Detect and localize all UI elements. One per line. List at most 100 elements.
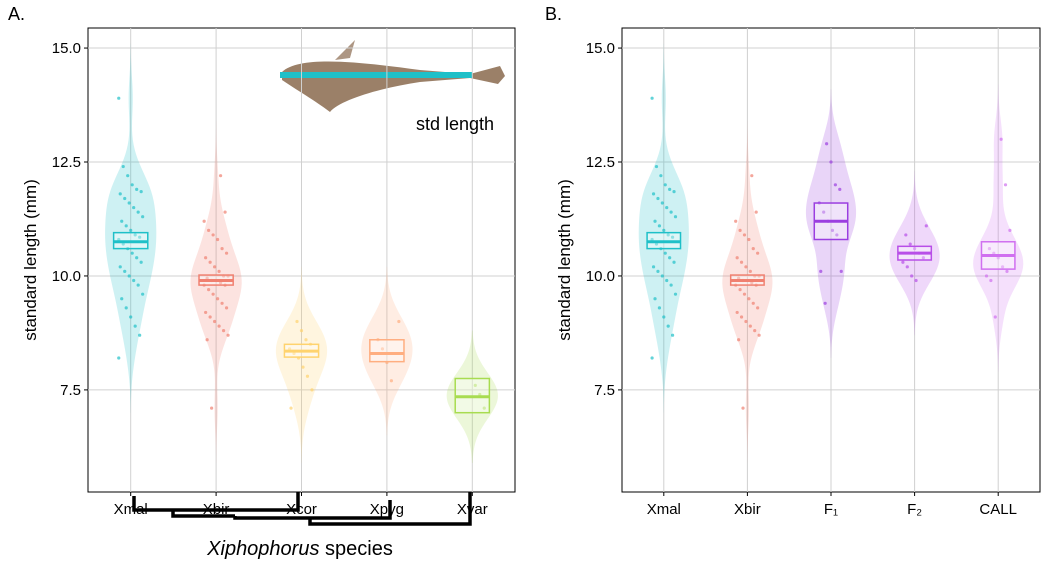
y-tick-label: 15.0	[586, 40, 615, 57]
data-point	[1000, 265, 1005, 269]
data-point	[659, 174, 663, 178]
data-point	[204, 310, 208, 315]
data-point	[213, 319, 217, 324]
data-point	[651, 265, 656, 269]
y-tick-label: 15.0	[52, 40, 81, 57]
data-point	[213, 265, 217, 269]
data-point	[289, 406, 293, 410]
data-point	[117, 96, 121, 100]
data-point	[205, 338, 209, 342]
data-point	[741, 406, 745, 410]
data-point	[654, 164, 659, 169]
data-point	[127, 274, 131, 278]
data-point	[132, 205, 136, 210]
data-point	[118, 192, 122, 196]
y-tick-label: 7.5	[60, 382, 81, 399]
data-point	[668, 187, 672, 191]
data-point	[127, 201, 131, 205]
data-point	[215, 237, 220, 242]
data-point	[822, 210, 826, 214]
data-point	[305, 374, 310, 378]
data-point	[217, 269, 221, 273]
data-point	[744, 319, 748, 324]
violin	[722, 120, 773, 463]
data-point	[380, 347, 385, 351]
y-tick-label: 12.5	[52, 154, 81, 171]
data-point	[838, 187, 842, 191]
data-point	[656, 196, 660, 201]
tree-branch	[233, 500, 392, 520]
data-point	[748, 269, 752, 273]
data-point	[139, 260, 143, 264]
tree-branch	[132, 492, 300, 512]
data-point	[118, 265, 122, 269]
data-point	[735, 256, 739, 260]
data-point	[657, 224, 662, 228]
data-point	[748, 324, 752, 328]
data-point	[208, 260, 212, 264]
data-point	[223, 210, 227, 214]
data-point	[650, 356, 654, 360]
y-tick-label: 12.5	[586, 154, 615, 171]
data-point	[310, 388, 314, 392]
data-point	[129, 228, 133, 232]
data-point	[829, 160, 833, 164]
x-tick-label: Xbir	[203, 501, 230, 518]
data-point	[126, 174, 130, 178]
data-point	[750, 174, 754, 178]
y-axis-label: standard length (mm)	[555, 179, 574, 341]
data-point	[657, 306, 662, 310]
tree-branch	[171, 510, 235, 518]
data-point	[989, 278, 993, 283]
phylogeny-tree	[132, 492, 472, 526]
data-point	[301, 365, 305, 369]
violin	[805, 89, 857, 358]
data-point	[133, 233, 137, 237]
data-point	[650, 96, 654, 100]
data-point	[665, 205, 669, 210]
ci-box	[369, 339, 405, 363]
data-point	[984, 274, 989, 278]
data-point	[136, 210, 140, 214]
y-axis-label: standard length (mm)	[21, 179, 40, 341]
data-point	[835, 233, 839, 237]
data-point	[1003, 183, 1008, 187]
data-point	[208, 315, 212, 319]
data-point	[670, 235, 675, 239]
fish-illustration	[280, 40, 505, 112]
data-point	[124, 306, 128, 310]
data-point	[141, 215, 145, 219]
data-point	[124, 224, 128, 228]
data-point	[754, 210, 758, 214]
data-point	[226, 333, 230, 337]
data-point	[823, 301, 827, 305]
data-point	[737, 338, 741, 342]
data-point	[905, 265, 909, 269]
data-point	[482, 406, 486, 410]
data-point	[662, 315, 666, 319]
data-point	[120, 297, 124, 301]
data-point	[673, 215, 678, 219]
data-point	[218, 174, 223, 178]
x-tick-label: Xvar	[457, 501, 488, 518]
data-point	[132, 278, 136, 283]
data-point	[910, 274, 914, 278]
data-point	[217, 324, 221, 328]
data-point	[830, 228, 835, 232]
x-tick-label: F₁	[824, 501, 838, 518]
data-point	[757, 333, 761, 337]
data-point	[738, 228, 742, 232]
fish-fin	[335, 40, 355, 60]
data-point	[921, 256, 925, 260]
violin	[275, 266, 328, 463]
data-point	[739, 260, 744, 264]
data-point	[904, 233, 908, 237]
data-point	[825, 142, 829, 146]
tree-branch	[308, 492, 472, 526]
data-point	[389, 379, 393, 383]
fish-body	[282, 61, 505, 112]
x-axis-label-genus: Xiphophorus	[206, 538, 319, 560]
data-point	[129, 315, 133, 319]
data-point	[734, 219, 738, 223]
data-point	[653, 219, 657, 223]
